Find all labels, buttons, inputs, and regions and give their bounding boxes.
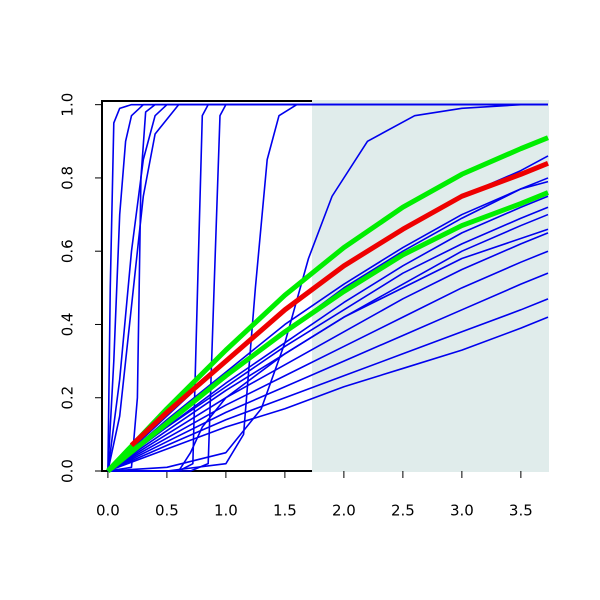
x-tick-label: 3.0 [450,502,474,520]
cdf-line [107,206,549,472]
cdf-line [107,272,549,472]
cdf-line [107,195,549,472]
y-tick-label: 0.6 [59,239,77,263]
cdf-line [107,103,548,472]
y-tick-label: 1.0 [59,93,77,117]
x-tick-label: 1.0 [214,502,238,520]
cdf-line [107,316,549,472]
x-tick-label: 0.0 [96,502,120,520]
cdf-line [107,103,548,472]
cdf-line [107,250,549,472]
cdf-line [107,232,549,472]
x-tick-label: 0.5 [155,502,179,520]
cdf-line [107,103,548,472]
x-tick-label: 3.5 [509,502,533,520]
y-tick-label: 0.0 [59,459,77,483]
y-tick-label: 0.2 [59,386,77,410]
y-tick-label: 0.8 [59,166,77,190]
x-tick-label: 2.5 [391,502,415,520]
x-tick-label: 2.0 [332,502,356,520]
cdf-line [107,298,549,472]
cdf-line [107,213,549,472]
y-tick-label: 0.4 [59,313,77,337]
x-tick-label: 1.5 [273,502,297,520]
highlight-line [106,135,549,473]
cdf-line [107,180,549,472]
highlight-line [106,190,549,473]
cdf-line [107,103,548,472]
highlight-line [129,160,549,448]
cdf-line [107,103,548,472]
